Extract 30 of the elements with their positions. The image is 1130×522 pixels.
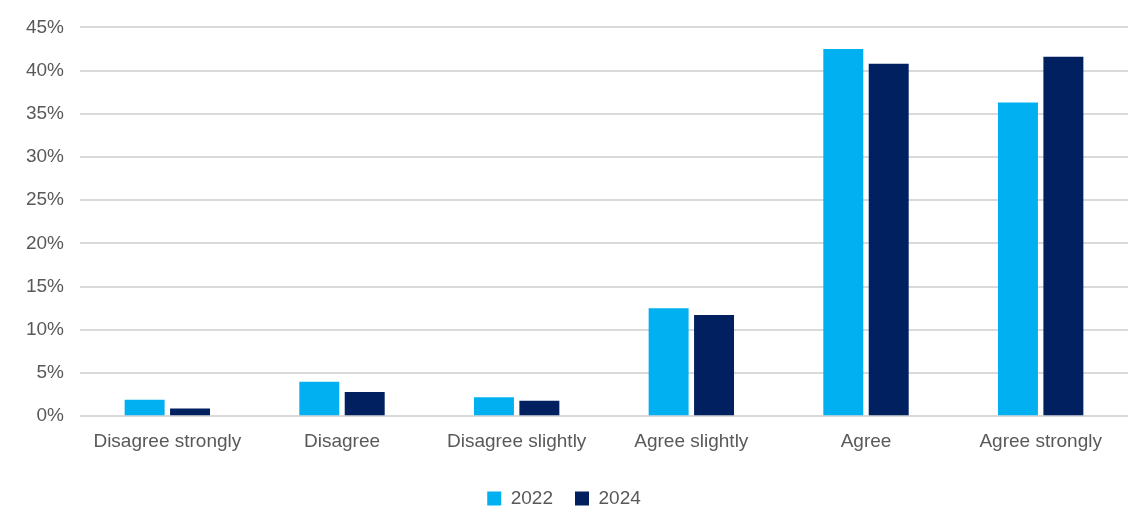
y-tick-label: 15%: [25, 274, 65, 296]
x-tick-label: Disagree slightly: [446, 429, 587, 451]
x-tick-label: Disagree strongly: [93, 429, 242, 451]
y-tick-label: 5%: [36, 361, 65, 383]
x-tick-label: Agree slightly: [634, 429, 749, 451]
bar: [694, 315, 735, 416]
legend-label: 2022: [510, 486, 554, 508]
bar: [124, 399, 165, 416]
bar: [344, 392, 385, 416]
bar: [997, 102, 1038, 416]
bar: [299, 381, 340, 416]
x-tick-label: Agree: [840, 429, 892, 451]
bar: [823, 49, 864, 416]
legend-label: 2024: [598, 486, 642, 508]
y-tick-label: 20%: [25, 231, 65, 253]
y-tick-label: 10%: [25, 318, 65, 340]
bar: [519, 400, 560, 416]
y-tick-label: 30%: [25, 145, 65, 167]
y-tick-label: 0%: [36, 404, 65, 426]
y-tick-label: 25%: [25, 188, 65, 210]
bar: [170, 408, 211, 416]
y-tick-label: 45%: [25, 15, 65, 37]
y-tick-label: 35%: [25, 102, 65, 124]
bar: [1043, 56, 1084, 416]
bar: [868, 63, 909, 416]
bar: [473, 397, 514, 416]
x-tick-label: Agree strongly: [979, 429, 1103, 451]
x-tick-label: Disagree: [303, 429, 381, 451]
bar: [648, 308, 689, 416]
y-tick-label: 40%: [25, 58, 65, 80]
